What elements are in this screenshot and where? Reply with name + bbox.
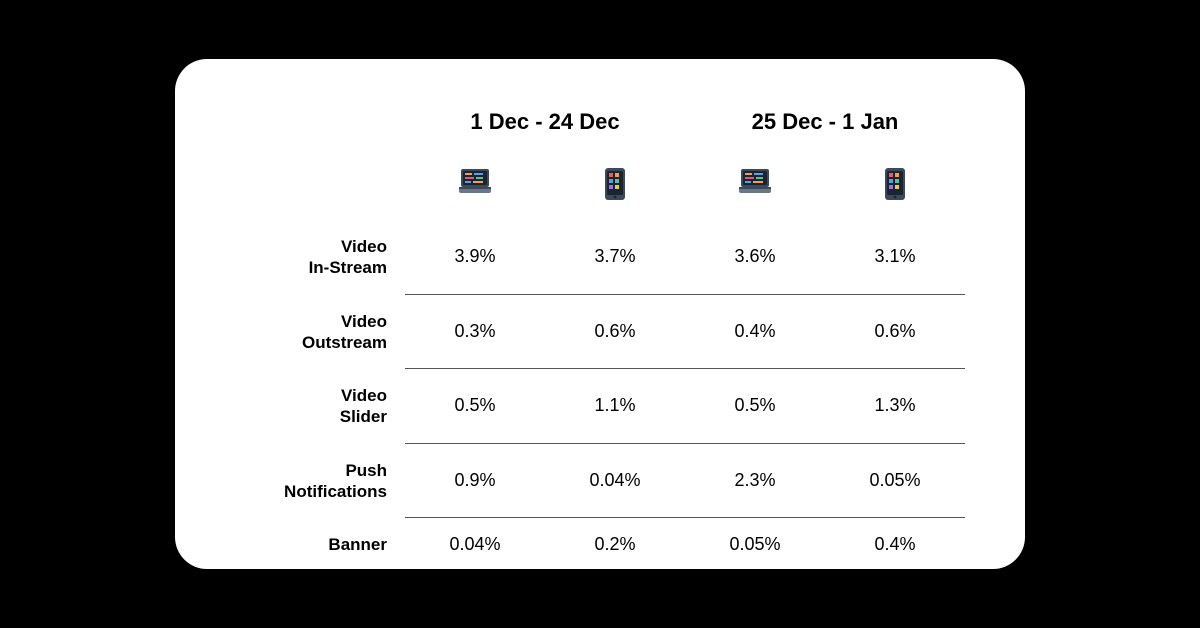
cell-1-1: 0.6% — [545, 295, 685, 370]
phone-icon — [604, 167, 626, 206]
cell-3-2: 2.3% — [685, 444, 825, 519]
comparison-table: 1 Dec - 24 Dec 25 Dec - 1 Jan — [235, 109, 965, 571]
device-icon-col-4 — [825, 163, 965, 220]
cell-1-3: 0.6% — [825, 295, 965, 370]
row-label-1: VideoOutstream — [235, 295, 405, 370]
row-label-3: PushNotifications — [235, 444, 405, 519]
row-label-0: VideoIn-Stream — [235, 220, 405, 295]
phone-icon — [884, 167, 906, 206]
data-card: 1 Dec - 24 Dec 25 Dec - 1 Jan — [175, 59, 1025, 569]
cell-3-0: 0.9% — [405, 444, 545, 519]
cell-2-3: 1.3% — [825, 369, 965, 444]
device-icon-col-2 — [545, 163, 685, 220]
cell-2-1: 1.1% — [545, 369, 685, 444]
row-label-text: VideoIn-Stream — [309, 236, 387, 279]
laptop-icon — [457, 167, 493, 202]
laptop-icon — [737, 167, 773, 202]
cell-4-2: 0.05% — [685, 518, 825, 571]
period-header-2: 25 Dec - 1 Jan — [685, 109, 965, 163]
row-label-text: Banner — [328, 534, 387, 555]
cell-4-0: 0.04% — [405, 518, 545, 571]
cell-0-0: 3.9% — [405, 220, 545, 295]
header-spacer — [235, 109, 405, 163]
row-label-text: PushNotifications — [284, 460, 387, 503]
cell-3-3: 0.05% — [825, 444, 965, 519]
cell-2-0: 0.5% — [405, 369, 545, 444]
icon-row-spacer — [235, 163, 405, 220]
row-label-2: VideoSlider — [235, 369, 405, 444]
cell-4-1: 0.2% — [545, 518, 685, 571]
row-label-text: VideoSlider — [340, 385, 387, 428]
device-icon-col-1 — [405, 163, 545, 220]
cell-0-1: 3.7% — [545, 220, 685, 295]
row-label-4: Banner — [235, 518, 405, 571]
cell-1-0: 0.3% — [405, 295, 545, 370]
row-label-text: VideoOutstream — [302, 311, 387, 354]
cell-2-2: 0.5% — [685, 369, 825, 444]
cell-1-2: 0.4% — [685, 295, 825, 370]
cell-0-3: 3.1% — [825, 220, 965, 295]
period-header-1: 1 Dec - 24 Dec — [405, 109, 685, 163]
cell-3-1: 0.04% — [545, 444, 685, 519]
cell-4-3: 0.4% — [825, 518, 965, 571]
cell-0-2: 3.6% — [685, 220, 825, 295]
device-icon-col-3 — [685, 163, 825, 220]
